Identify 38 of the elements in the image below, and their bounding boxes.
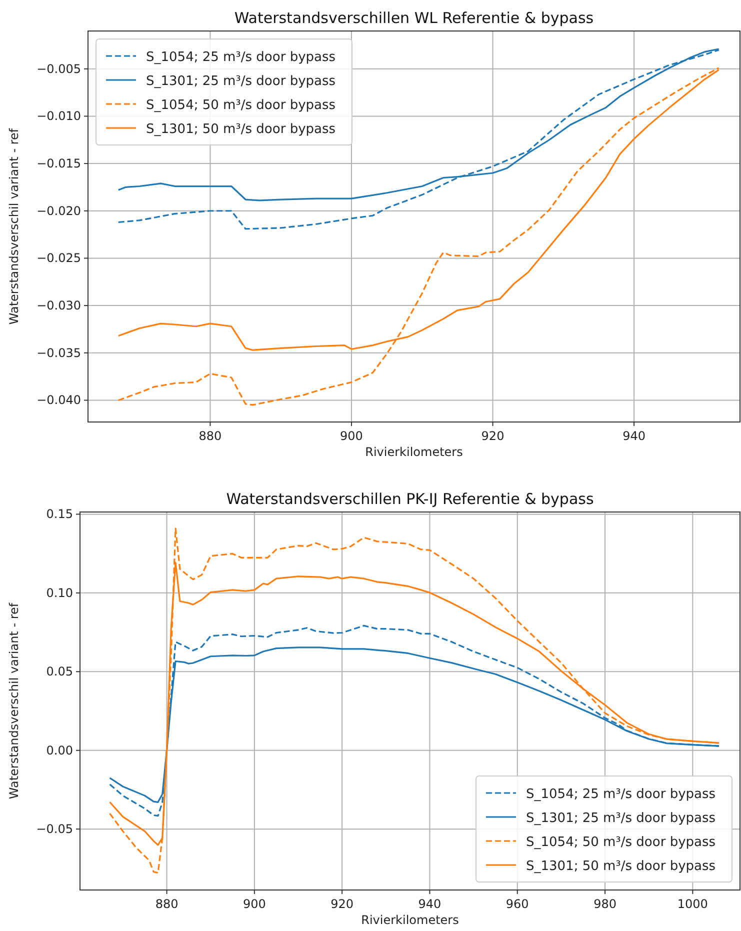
chart-title: Waterstandsverschillen WL Referentie & bypass <box>234 9 594 27</box>
x-tick-label: 880 <box>198 429 222 443</box>
y-tick-label: −0.025 <box>36 251 81 266</box>
y-tick-label: −0.030 <box>36 298 81 313</box>
legend-label: S_1054; 50 m³/s door bypass <box>146 98 336 113</box>
y-tick-label: 0.15 <box>46 507 73 522</box>
y-tick-label: −0.020 <box>36 204 81 218</box>
x-tick-label: 920 <box>481 429 504 443</box>
legend-label: S_1301; 25 m³/s door bypass <box>526 811 716 826</box>
y-tick-label: −0.010 <box>36 109 81 124</box>
x-tick-label: 960 <box>506 897 529 911</box>
legend-label: S_1301; 50 m³/s door bypass <box>526 859 716 874</box>
legend-label: S_1054; 25 m³/s door bypass <box>526 787 716 802</box>
x-tick-label: 980 <box>594 897 616 911</box>
x-tick-label: 940 <box>418 897 442 911</box>
chart-title: Waterstandsverschillen PK-IJ Referentie & bypass <box>226 490 594 508</box>
legend-label: S_1301; 50 m³/s door bypass <box>146 122 336 137</box>
legend-label: S_1301; 25 m³/s door bypass <box>146 74 336 89</box>
y-tick-label: 0.05 <box>46 664 73 679</box>
x-tick-label: 940 <box>622 429 646 443</box>
legend-label: S_1054; 25 m³/s door bypass <box>146 50 336 65</box>
x-tick-label: 880 <box>155 897 178 911</box>
x-tick-label: 900 <box>340 429 363 443</box>
x-axis-title: Rivierkilometers <box>361 913 459 927</box>
y-tick-label: 0.10 <box>46 586 73 600</box>
y-tick-label: −0.040 <box>36 393 81 408</box>
y-axis-title: Waterstandsverschil variant - ref <box>7 128 21 325</box>
legend-label: S_1054; 50 m³/s door bypass <box>526 835 716 850</box>
y-axis-title: Waterstandsverschil variant - ref <box>7 602 21 800</box>
x-tick-label: 900 <box>242 897 266 911</box>
x-tick-label: 920 <box>330 897 354 911</box>
y-tick-label: −0.005 <box>36 62 81 76</box>
y-tick-label: −0.035 <box>36 346 81 360</box>
y-tick-label: −0.015 <box>36 156 81 171</box>
x-axis-title: Rivierkilometers <box>365 445 463 459</box>
y-tick-label: −0.05 <box>36 822 73 836</box>
y-tick-label: 0.00 <box>46 743 73 758</box>
x-tick-label: 1000 <box>677 897 708 911</box>
